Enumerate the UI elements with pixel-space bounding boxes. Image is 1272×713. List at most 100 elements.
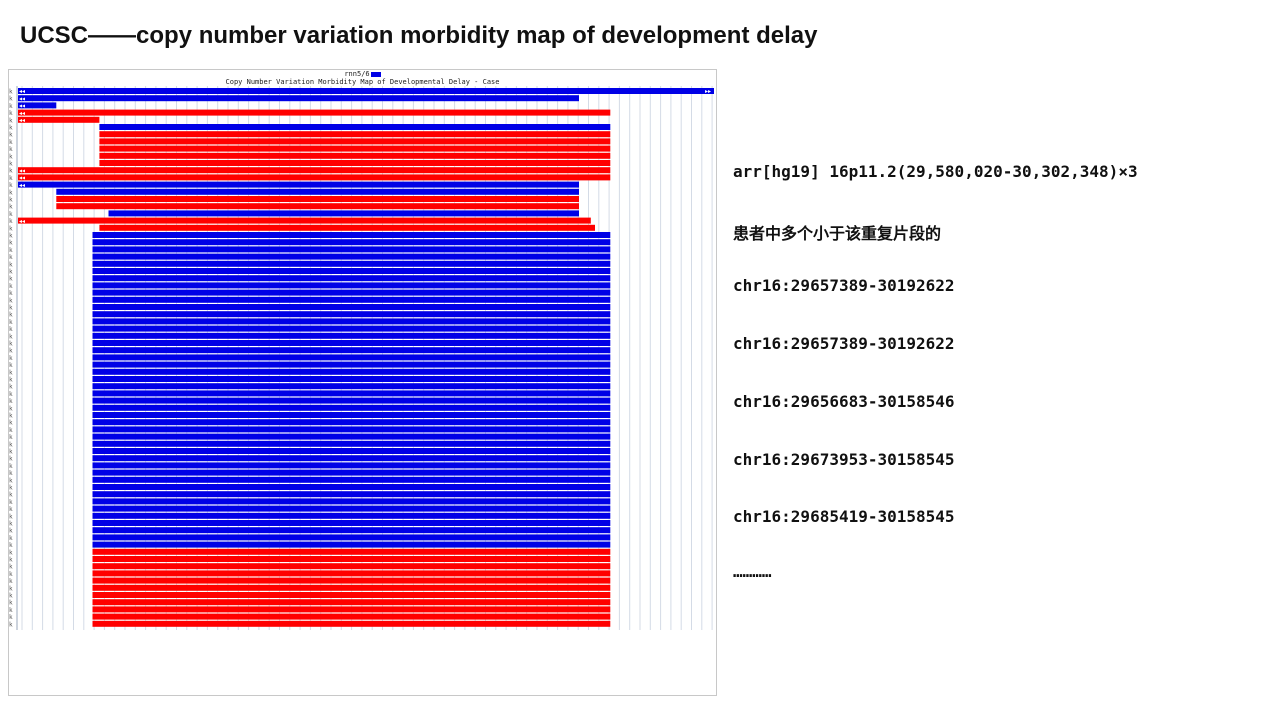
cnv-loss-bar [18, 217, 591, 224]
cnv-loss-bar [18, 174, 611, 181]
row-handle: k [9, 218, 13, 225]
cnv-gain-bar [92, 397, 611, 404]
row-handle: k [9, 542, 13, 549]
position-label: rnn5/6 [344, 70, 370, 78]
row-handle: k [9, 283, 13, 290]
cnv-gain-bar [92, 246, 611, 253]
track-header: rnn5/6 Copy Number Variation Morbidity M… [9, 70, 716, 87]
cnv-gain-bar [92, 318, 611, 325]
row-handle: k [9, 153, 13, 160]
row-handle: k [9, 305, 13, 312]
cnv-loss-bar [92, 599, 611, 606]
row-handle: k [9, 326, 13, 333]
cnv-gain-bar [92, 491, 611, 498]
cnv-gain-bar [18, 181, 579, 188]
continues-left-arrow: ◂◂ [19, 95, 25, 102]
cnv-loss-bar [92, 606, 611, 613]
row-handle: k [9, 477, 13, 484]
row-handle: k [9, 197, 13, 204]
row-handle: k [9, 384, 13, 391]
position-readout: rnn5/6 [9, 70, 716, 78]
cnv-loss-bar [92, 577, 611, 584]
cnv-gain-bar [92, 534, 611, 541]
row-handle: k [9, 470, 13, 477]
row-handle: k [9, 146, 13, 153]
row-handle: k [9, 377, 13, 384]
row-handle: k [9, 391, 13, 398]
continues-left-arrow: ◂◂ [19, 218, 25, 225]
cnv-gain-bar [92, 296, 611, 303]
row-handle: k [9, 348, 13, 355]
cnv-gain-bar [92, 347, 611, 354]
row-handle: k [9, 405, 13, 412]
row-handle: k [9, 355, 13, 362]
cnv-loss-bar [92, 570, 611, 577]
cnv-gain-bar [92, 390, 611, 397]
row-handle: k [9, 189, 13, 196]
cnv-gain-bar [92, 289, 611, 296]
cnv-loss-bar [99, 138, 611, 145]
row-handle: k [9, 621, 13, 628]
position-marker [370, 71, 381, 77]
row-handle: k [9, 254, 13, 261]
cnv-gain-bar [92, 433, 611, 440]
cnv-gain-bar [92, 455, 611, 462]
row-handle: k [9, 420, 13, 427]
row-handle: k [9, 549, 13, 556]
cnv-gain-bar [92, 469, 611, 476]
cnv-gain-bar [92, 268, 611, 274]
cnv-loss-bar [92, 556, 611, 562]
cnv-gain-bar [92, 275, 611, 282]
cnv-gain-bar [92, 412, 611, 418]
cnv-gain-bar [92, 462, 611, 469]
cnv-gain-bar [92, 426, 611, 433]
cnv-loss-bar [92, 620, 611, 627]
row-handle: k [9, 261, 13, 268]
continues-right-arrow: ▸▸ [705, 88, 711, 95]
cnv-loss-bar [92, 584, 611, 591]
row-handle: k [9, 117, 13, 124]
cnv-interval: chr16:29673953-30158545 [733, 450, 955, 469]
cnv-gain-bar [92, 340, 611, 346]
row-handle: k [9, 161, 13, 168]
cnv-gain-bar [92, 404, 611, 411]
row-handle: k [9, 528, 13, 535]
cnv-gain-bar [92, 311, 611, 318]
continues-left-arrow: ◂◂ [19, 103, 25, 110]
row-handle: k [9, 593, 13, 600]
row-handle: k [9, 139, 13, 146]
cnv-loss-bar [99, 131, 611, 138]
row-handle: k [9, 103, 13, 110]
cnv-loss-bar [92, 613, 611, 620]
ellipsis: ………… [733, 562, 772, 581]
cnv-gain-bar [92, 253, 611, 260]
row-handle: k [9, 247, 13, 254]
ucsc-track-panel: k ◂◂ ▸▸ k ◂◂ k ◂◂ k ◂◂ k ◂◂ k k k k k k k ◂◂ k ◂◂ k ◂◂ k k k k k ◂◂ k… [8, 69, 717, 696]
cnv-gain-bar [18, 95, 579, 102]
continues-left-arrow: ◂◂ [19, 88, 25, 95]
row-handle: k [9, 204, 13, 211]
patient-note: 患者中多个小于该重复片段的 [733, 224, 942, 243]
cnv-gain-bar [92, 541, 611, 548]
cnv-gain-bar [92, 520, 611, 526]
page-title: UCSC——copy number variation morbidity ma… [20, 22, 818, 49]
cnv-interval: chr16:29657389-30192622 [733, 334, 955, 353]
cnv-gain-bar [92, 332, 611, 339]
cnv-gain-bar [92, 419, 611, 426]
row-handle: k [9, 499, 13, 506]
cnv-gain-bar [92, 239, 611, 246]
row-handle: k [9, 132, 13, 139]
row-handle: k [9, 456, 13, 463]
row-handle: k [9, 319, 13, 326]
cnv-gain-bar [18, 102, 57, 109]
cnv-gain-bar [92, 282, 611, 289]
row-handle: k [9, 269, 13, 276]
cnv-gain-bar [92, 376, 611, 382]
row-handle: k [9, 398, 13, 405]
row-handle: k [9, 449, 13, 456]
row-handle: k [9, 463, 13, 470]
row-handle: k [9, 362, 13, 369]
row-handle: k [9, 485, 13, 492]
cnv-gain-bar [92, 476, 611, 483]
